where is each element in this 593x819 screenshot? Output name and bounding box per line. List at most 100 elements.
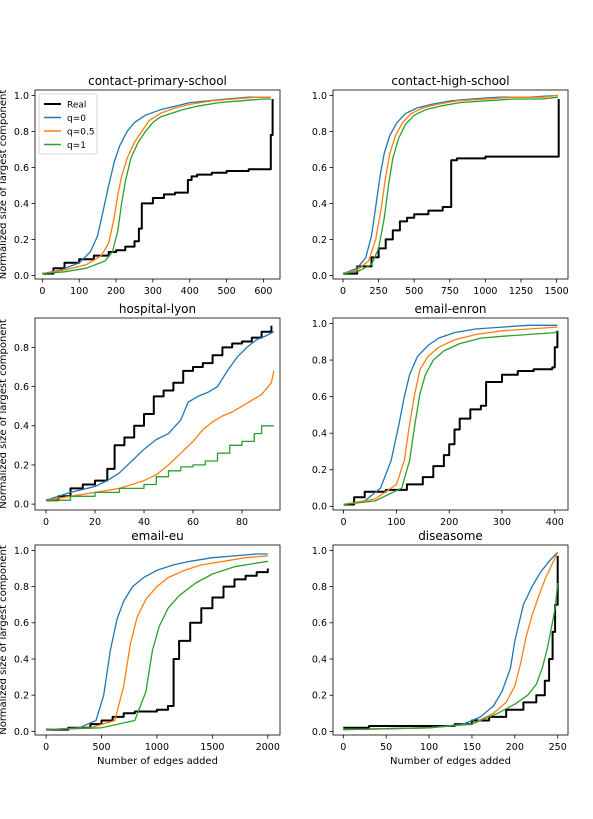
series-group (342, 94, 560, 275)
y-tick-label: 0.0 (312, 727, 327, 738)
x-tick-label: 200 (440, 517, 458, 528)
x-tick-label: 1250 (509, 286, 533, 297)
legend-label: Real (67, 100, 86, 110)
y-tick-label: 0.2 (14, 460, 29, 471)
x-tick-label: 1500 (545, 286, 569, 297)
y-tick-label: 0.4 (312, 654, 327, 665)
x-tick-label: 1000 (473, 286, 497, 297)
subplot-3: 0 20 40 60 80 0.0 0.2 0.4 0.6 0.8 hospital-lyon Nor… (0, 302, 281, 528)
y-tick-label: 0.0 (14, 727, 29, 738)
subplot-title: contact-primary-school (88, 74, 227, 88)
y-tick-label: 0.4 (14, 654, 29, 665)
y-tick-label: 0.8 (14, 127, 29, 138)
x-tick-label: 500 (405, 286, 423, 297)
y-tick-label: 1.0 (312, 91, 327, 102)
y-tick-label: 0.8 (14, 343, 29, 354)
x-tick-label: 150 (463, 742, 481, 753)
subplot-title: email-eu (131, 529, 183, 543)
x-tick-label: 200 (506, 742, 524, 753)
x-axis-label: Number of edges added (97, 756, 218, 767)
series-line-q-1 (343, 582, 559, 731)
x-axis-label: Number of edges added (390, 756, 511, 767)
series-line-q-1 (46, 425, 274, 501)
subplot-4: 0 100 200 300 400 0.0 0.2 0.4 0.6 0.8 1.0 email-enr… (312, 302, 569, 528)
axes-frame (34, 544, 281, 736)
x-tick-label: 20 (89, 517, 101, 528)
y-tick-label: 0.2 (14, 691, 29, 702)
x-tick-label: 0 (43, 517, 49, 528)
series-group (46, 553, 269, 731)
series-line-real (343, 555, 559, 729)
series-line-real (343, 99, 560, 275)
x-tick-label: 2000 (256, 742, 280, 753)
y-axis-label: Normalized size of largest component (0, 319, 9, 509)
y-tick-label: 0.6 (312, 163, 327, 174)
y-tick-label: 0.8 (312, 582, 327, 593)
series-line-real (42, 99, 274, 275)
series-line-real (46, 325, 273, 502)
y-tick-label: 0.2 (14, 235, 29, 246)
x-tick-label: 500 (92, 742, 110, 753)
legend-label: q=1 (67, 141, 86, 151)
x-tick-label: 40 (138, 517, 150, 528)
x-tick-label: 0 (340, 286, 346, 297)
x-tick-label: 60 (187, 517, 199, 528)
x-tick-label: 1500 (200, 742, 224, 753)
y-tick-label: 1.0 (312, 546, 327, 557)
x-tick-label: 100 (70, 286, 88, 297)
legend-label: q=0 (67, 114, 86, 124)
x-tick-label: 200 (107, 286, 125, 297)
series-line-q-1 (343, 330, 558, 506)
x-tick-label: 0 (340, 742, 346, 753)
x-tick-label: 300 (493, 517, 511, 528)
y-tick-label: 0.0 (14, 271, 29, 282)
y-tick-label: 0.6 (312, 392, 327, 403)
series-line-q-0 (343, 551, 559, 731)
series-line-q-1 (46, 560, 268, 731)
y-tick-label: 0.4 (14, 421, 29, 432)
subplot-title: diseasome (418, 529, 483, 543)
x-tick-label: 50 (380, 742, 392, 753)
x-tick-label: 0 (39, 286, 45, 297)
y-tick-label: 1.0 (14, 546, 29, 557)
y-tick-label: 0.6 (312, 618, 327, 629)
series-group (343, 324, 559, 506)
y-tick-label: 0.2 (312, 691, 327, 702)
x-tick-label: 0 (43, 742, 49, 753)
series-line-real (343, 330, 559, 506)
series-line-real (46, 568, 269, 731)
series-line-q-0 (343, 324, 558, 506)
axes-frame (332, 317, 569, 511)
y-tick-label: 0.6 (14, 163, 29, 174)
x-tick-label: 400 (181, 286, 199, 297)
x-tick-label: 1000 (145, 742, 169, 753)
series-line-q-0-5 (42, 96, 271, 275)
y-axis-label: Normalized size of largest component (0, 545, 9, 735)
legend-box (38, 93, 98, 155)
x-tick-label: 80 (236, 517, 248, 528)
axes-frame (34, 89, 281, 280)
x-tick-label: 100 (420, 742, 438, 753)
axes-frame (34, 317, 281, 511)
subplot-5: 0 500 1000 1500 2000 0.0 0.2 0.4 0.6 0.8 1.0 email-… (0, 529, 281, 767)
y-tick-label: 0.0 (312, 271, 327, 282)
series-line-q-1 (42, 98, 271, 275)
series-line-q-0 (342, 94, 559, 275)
axes-frame (332, 544, 569, 736)
y-axis-label: Normalized size of largest component (0, 90, 9, 280)
x-tick-label: 500 (218, 286, 236, 297)
y-tick-label: 0.0 (14, 500, 29, 511)
x-tick-label: 250 (370, 286, 388, 297)
series-group (45, 325, 275, 502)
series-line-q-1 (342, 96, 559, 275)
series-group (343, 551, 559, 731)
series-group (42, 96, 274, 275)
subplot-2: 0 250 500 750 1000 1250 1500 0.0 0.2 0.4 0.6 0.8 1.0… (312, 74, 569, 297)
series-line-q-0-5 (343, 326, 558, 506)
y-tick-label: 0.8 (14, 582, 29, 593)
legend: Real q=0 q=0.5 q=1 (38, 93, 98, 155)
x-tick-label: 600 (254, 286, 272, 297)
subplot-6: 0 50 100 150 200 250 0.0 0.2 0.4 0.6 0.8 1.0 diseaso… (312, 529, 569, 767)
y-tick-label: 0.2 (312, 235, 327, 246)
